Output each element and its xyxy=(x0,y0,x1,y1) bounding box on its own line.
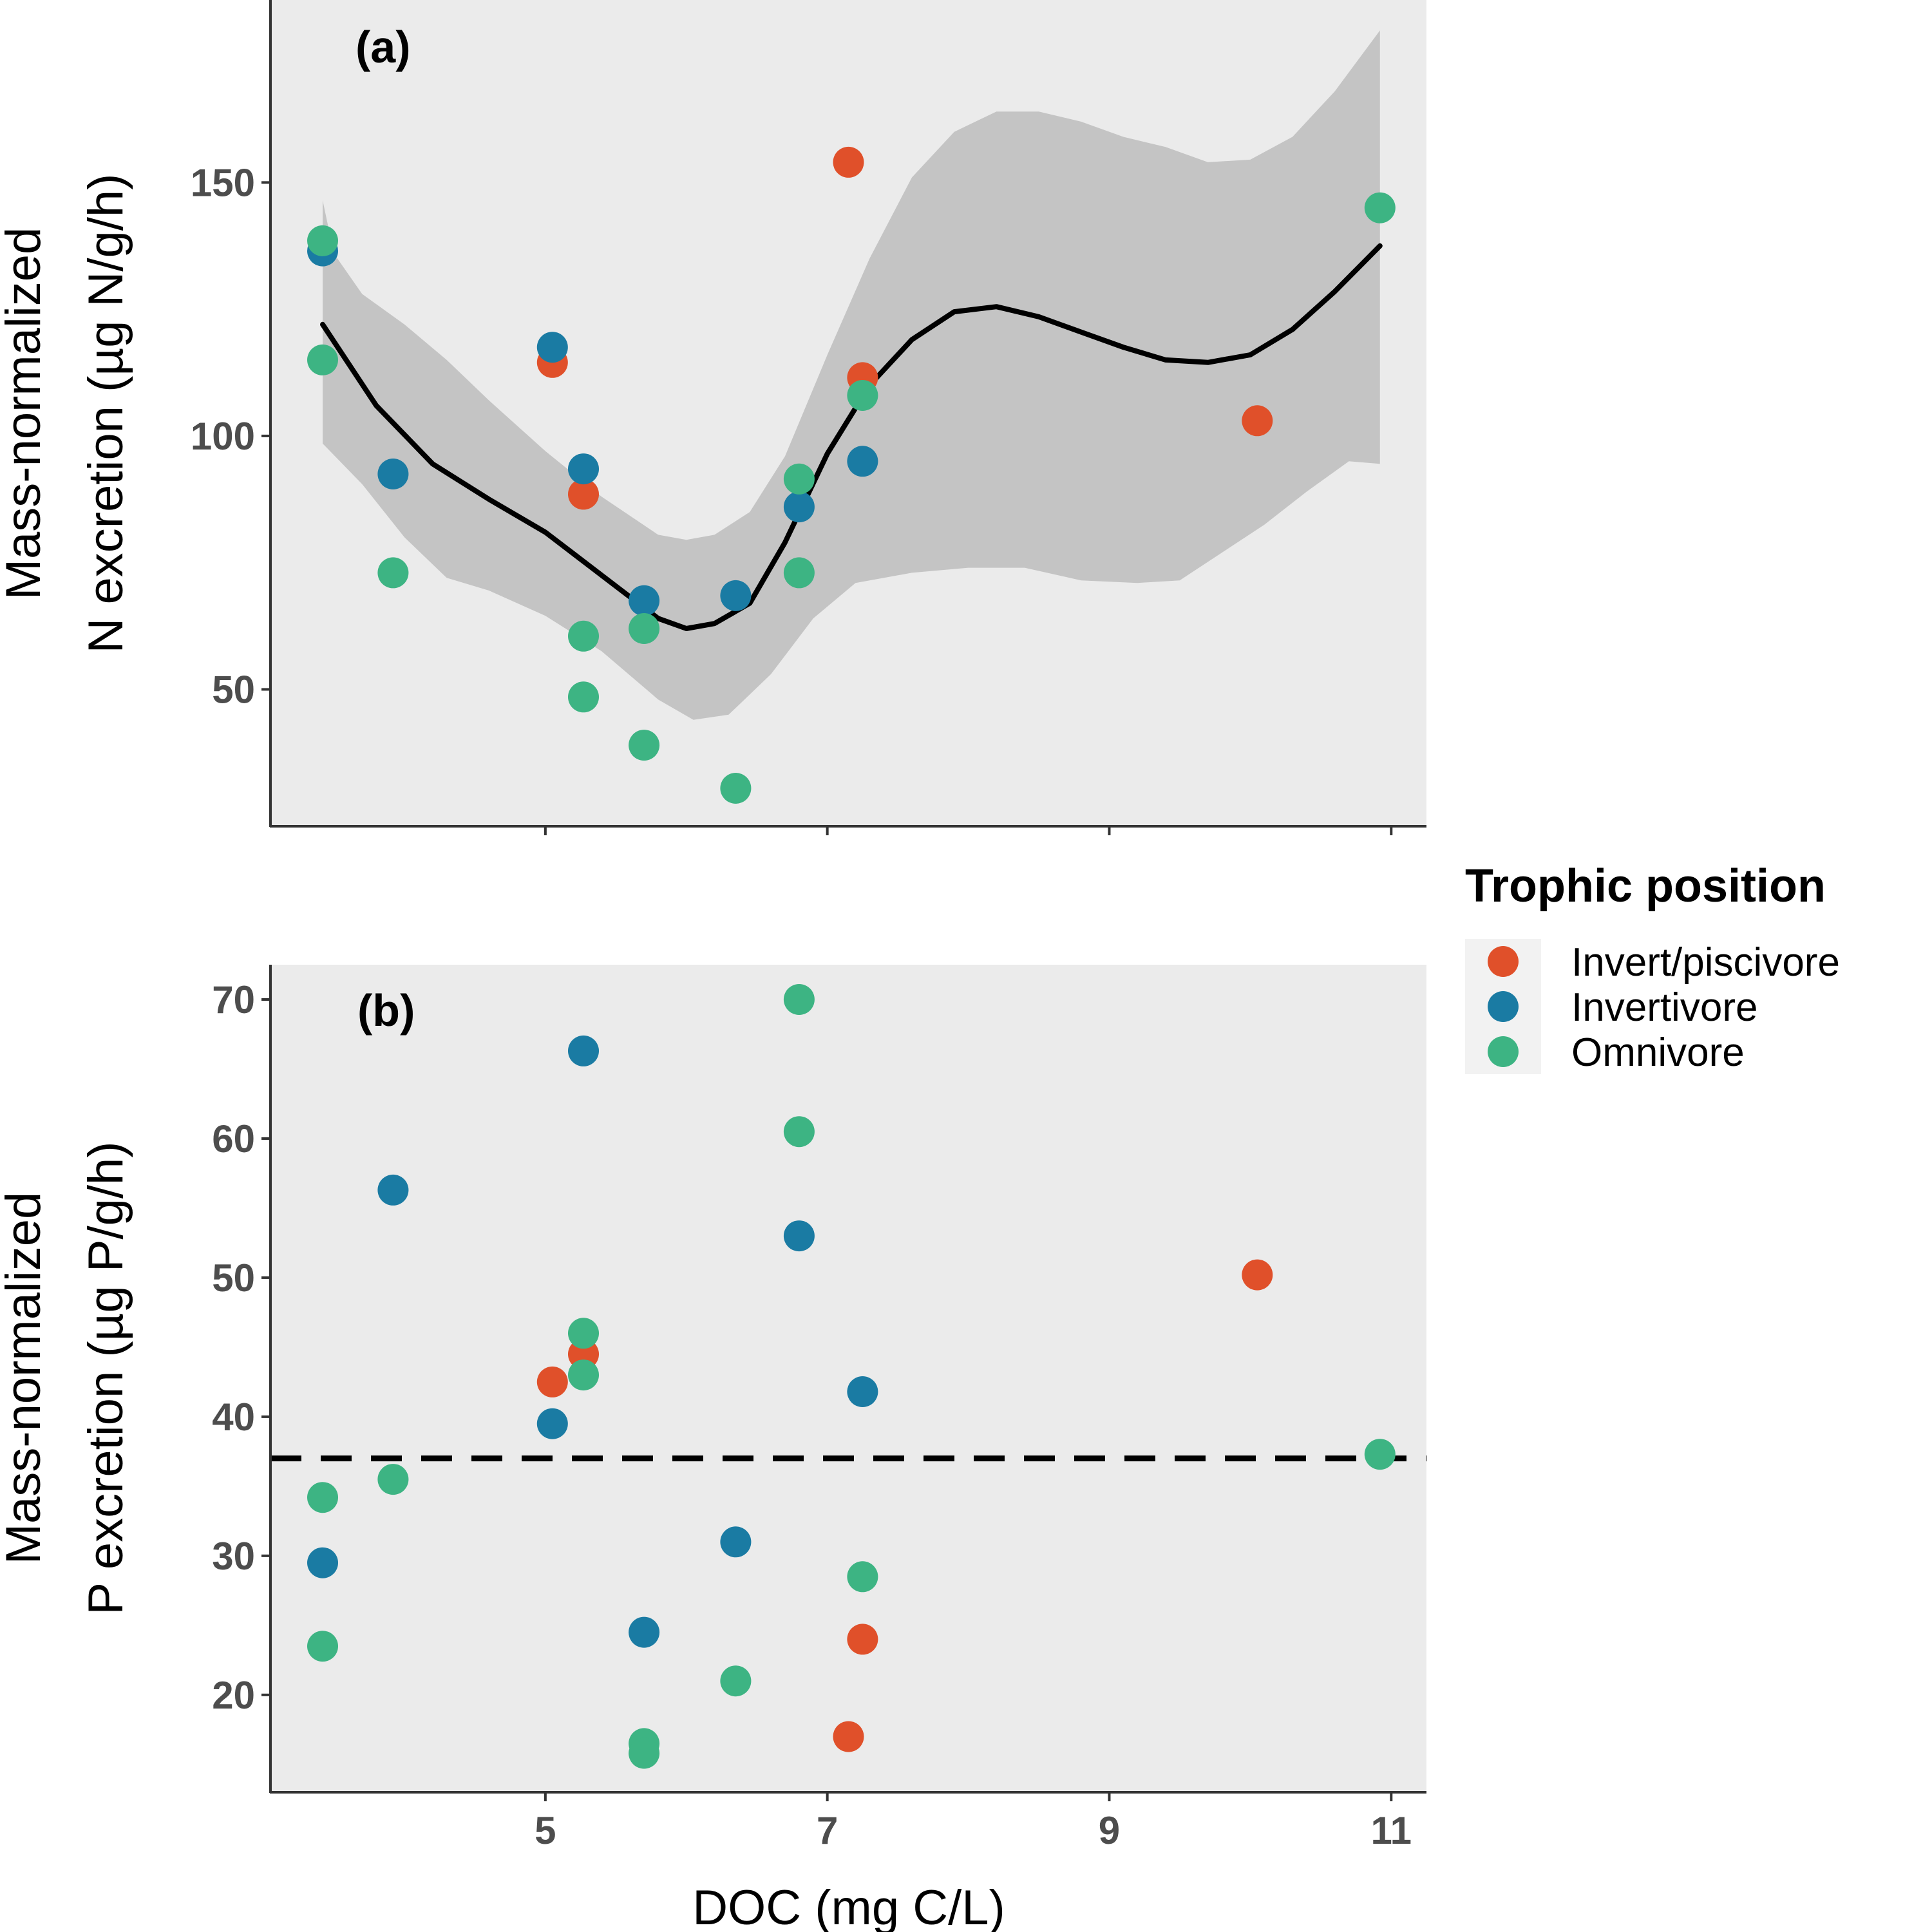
point-omnivore xyxy=(307,1482,338,1513)
point-invert-piscivore xyxy=(847,1624,878,1655)
panel-b-background xyxy=(270,965,1426,1792)
point-invertivore xyxy=(377,459,409,489)
point-omnivore xyxy=(847,380,878,411)
point-invertivore xyxy=(847,446,878,477)
point-invertivore xyxy=(377,1174,409,1206)
panel-a-axes: 50 100 150 xyxy=(191,0,1426,835)
point-omnivore xyxy=(307,225,338,256)
point-omnivore xyxy=(629,730,660,761)
panel-a-ylabel-line1: Mass-normalized xyxy=(0,227,51,600)
point-omnivore xyxy=(783,557,815,589)
point-omnivore xyxy=(629,613,660,644)
y-tick-label: 20 xyxy=(212,1674,255,1717)
point-invert-piscivore xyxy=(536,1366,568,1397)
x-tick-label: 5 xyxy=(535,1809,556,1852)
point-omnivore xyxy=(568,1359,599,1391)
point-invertivore xyxy=(783,1220,815,1252)
point-invertivore xyxy=(783,491,815,523)
panel-b-ylabel-line2: P excretion (µg P/g/h) xyxy=(79,1141,133,1615)
point-invertivore xyxy=(568,453,599,485)
point-omnivore xyxy=(720,773,752,804)
point-invertivore xyxy=(536,332,568,363)
panel-a-ylabel-line2: N excretion (µg N/g/h) xyxy=(79,174,133,654)
legend-key-omnivore xyxy=(1488,1036,1519,1067)
point-invert-piscivore xyxy=(1242,405,1273,437)
point-invertivore xyxy=(307,1547,338,1578)
panel-b: 20 30 40 50 60 70 5 7 9 11 (b) Mass-normalized P … xyxy=(0,965,1426,1932)
legend-key-invert-piscivore xyxy=(1488,946,1519,977)
point-invertivore xyxy=(847,1376,878,1407)
point-invert-piscivore xyxy=(568,478,599,510)
point-invertivore xyxy=(629,585,660,616)
point-omnivore xyxy=(377,557,409,589)
point-omnivore xyxy=(783,984,815,1015)
point-invert-piscivore xyxy=(833,1721,864,1752)
panel-a-points xyxy=(307,146,1396,804)
panel-b-axes: 20 30 40 50 60 70 5 7 9 11 xyxy=(212,965,1426,1852)
point-invertivore xyxy=(629,1616,660,1648)
point-invertivore xyxy=(720,1526,752,1558)
panel-b-points xyxy=(307,984,1396,1769)
point-omnivore xyxy=(783,463,815,495)
panel-b-ylabel-line1: Mass-normalized xyxy=(0,1192,51,1565)
point-omnivore xyxy=(568,1318,599,1349)
point-invertivore xyxy=(536,1408,568,1439)
point-omnivore xyxy=(568,681,599,713)
legend: Trophic position Invert/piscivoreInverti… xyxy=(1465,860,1840,1075)
x-tick-label: 11 xyxy=(1371,1809,1412,1852)
y-tick-label: 50 xyxy=(212,668,255,711)
y-tick-label: 100 xyxy=(191,415,255,458)
point-omnivore xyxy=(1364,192,1396,223)
legend-label-invertivore: Invertivore xyxy=(1571,985,1757,1030)
point-invert-piscivore xyxy=(833,146,864,178)
point-omnivore xyxy=(307,1631,338,1662)
y-tick-label: 30 xyxy=(212,1535,255,1578)
legend-label-omnivore: Omnivore xyxy=(1571,1030,1745,1075)
point-omnivore xyxy=(307,344,338,375)
x-tick-label: 7 xyxy=(817,1809,838,1852)
y-tick-label: 60 xyxy=(212,1117,255,1160)
y-tick-label: 40 xyxy=(212,1396,255,1439)
point-omnivore xyxy=(720,1665,752,1697)
panel-a: 50 100 150 (a) Mass-normalized N excretion… xyxy=(0,0,1426,835)
point-omnivore xyxy=(847,1561,878,1593)
point-omnivore xyxy=(568,620,599,652)
y-tick-label: 150 xyxy=(191,161,255,204)
point-omnivore xyxy=(783,1116,815,1148)
point-omnivore xyxy=(377,1464,409,1495)
y-tick-label: 50 xyxy=(212,1256,255,1300)
panel-a-tag: (a) xyxy=(355,22,411,72)
x-tick-label: 9 xyxy=(1099,1809,1120,1852)
legend-label-invert-piscivore: Invert/piscivore xyxy=(1571,940,1840,985)
point-invertivore xyxy=(720,580,752,611)
legend-key-invertivore xyxy=(1488,991,1519,1022)
point-omnivore xyxy=(629,1738,660,1769)
point-omnivore xyxy=(1364,1439,1396,1470)
x-axis-title: DOC (mg C/L) xyxy=(692,1880,1005,1932)
panel-b-tag: (b) xyxy=(357,985,415,1036)
point-invert-piscivore xyxy=(1242,1259,1273,1291)
point-invertivore xyxy=(568,1035,599,1066)
y-tick-label: 70 xyxy=(212,978,255,1021)
legend-title: Trophic position xyxy=(1465,860,1826,912)
